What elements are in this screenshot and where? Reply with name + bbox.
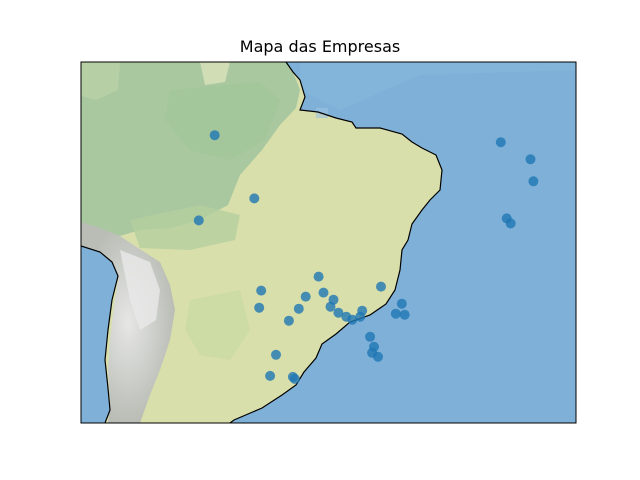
company-marker bbox=[193, 215, 204, 226]
company-marker bbox=[256, 285, 267, 296]
pantanal-patch bbox=[185, 290, 250, 360]
company-marker bbox=[495, 137, 506, 148]
company-marker bbox=[505, 218, 516, 229]
company-marker bbox=[355, 311, 366, 322]
company-marker bbox=[399, 309, 410, 320]
company-marker bbox=[289, 373, 300, 384]
company-marker bbox=[528, 176, 539, 187]
company-marker bbox=[313, 271, 324, 282]
ocean-shelf bbox=[300, 62, 576, 110]
company-marker bbox=[209, 130, 220, 141]
lowland-patch bbox=[130, 205, 240, 250]
company-marker bbox=[271, 349, 281, 360]
company-marker bbox=[376, 281, 386, 292]
northern-highland bbox=[200, 62, 230, 85]
northwest-patch bbox=[81, 62, 120, 100]
company-marker bbox=[318, 287, 329, 298]
company-marker bbox=[373, 351, 383, 362]
coastline bbox=[81, 62, 443, 423]
map-layers bbox=[81, 62, 576, 423]
map-title: Mapa das Empresas bbox=[239, 37, 401, 56]
company-marker bbox=[254, 302, 265, 313]
amazon-inner bbox=[165, 82, 280, 160]
company-marker bbox=[293, 303, 304, 314]
pacific-ocean bbox=[81, 246, 118, 423]
andes-peak bbox=[120, 250, 160, 330]
company-marker bbox=[525, 154, 536, 165]
company-marker bbox=[365, 331, 376, 342]
company-markers bbox=[193, 130, 539, 384]
company-marker bbox=[265, 370, 276, 381]
company-marker bbox=[396, 298, 407, 309]
map-frame bbox=[80, 61, 577, 424]
company-marker bbox=[390, 308, 401, 319]
company-marker bbox=[283, 315, 294, 326]
company-marker bbox=[333, 307, 344, 318]
company-marker bbox=[300, 291, 311, 302]
company-marker bbox=[249, 193, 260, 204]
company-marker bbox=[325, 301, 336, 312]
company-marker bbox=[347, 314, 358, 325]
